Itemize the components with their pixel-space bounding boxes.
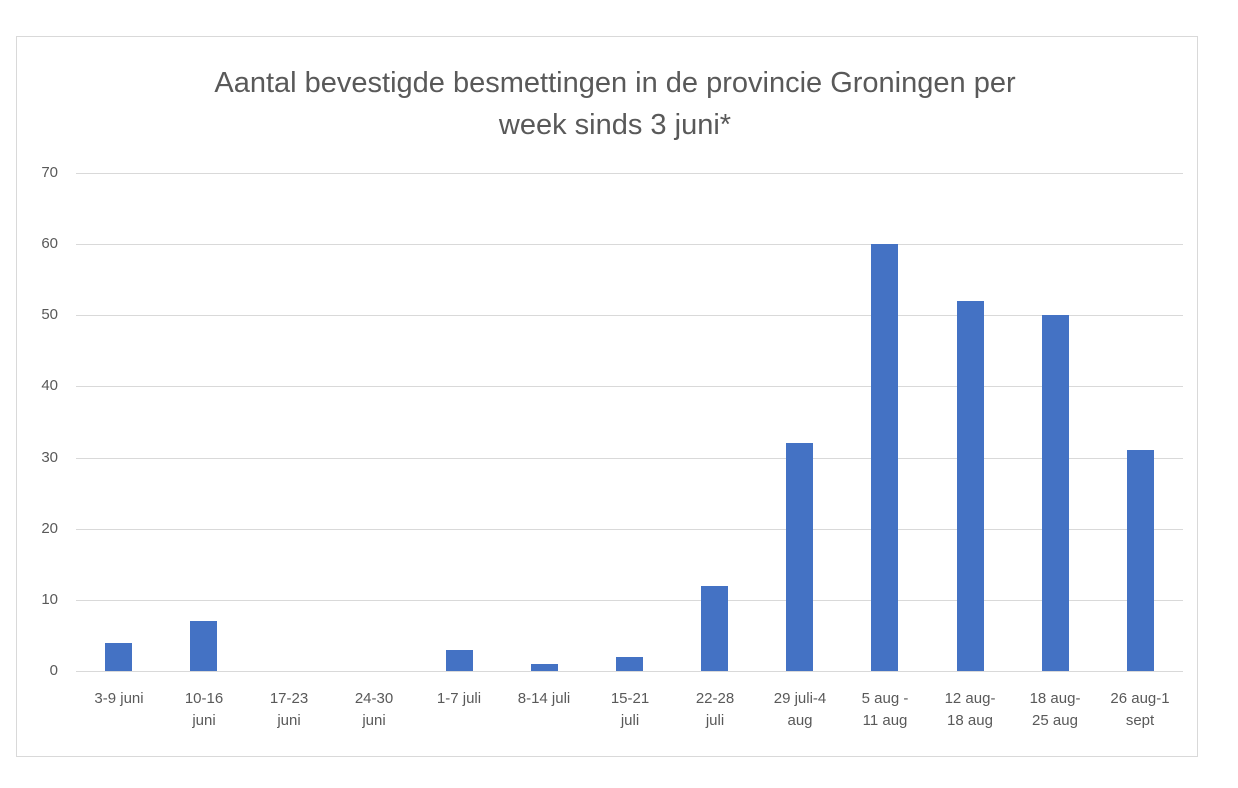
- y-tick-label: 70: [41, 164, 58, 181]
- y-tick-label: 50: [41, 306, 58, 323]
- bar: [1127, 450, 1154, 671]
- bar: [105, 643, 132, 671]
- x-tick-label: 17-23 juni: [269, 690, 309, 729]
- gridline: [76, 458, 1183, 459]
- chart-title-line-1: Aantal bevestigde besmettingen in de pro…: [214, 67, 1016, 99]
- x-tick-label: 12 aug- 18 aug: [944, 690, 996, 729]
- x-tick-label: 1-7 juli: [436, 690, 482, 707]
- gridline: [76, 600, 1183, 601]
- y-tick-label: 30: [41, 449, 58, 466]
- y-tick-label: 20: [41, 520, 58, 537]
- gridline: [76, 386, 1183, 387]
- y-tick-label: 0: [49, 662, 58, 679]
- bar: [1042, 315, 1069, 671]
- bar: [786, 443, 813, 671]
- y-tick-label: 60: [41, 235, 58, 252]
- x-tick-label: 22-28 juli: [695, 690, 735, 729]
- x-tick-label: 8-14 juli: [517, 690, 571, 707]
- gridline: [76, 244, 1183, 245]
- x-tick-label: 5 aug -11 aug: [861, 690, 909, 729]
- x-tick-label: 18 aug- 25 aug: [1029, 690, 1081, 729]
- gridline: [76, 671, 1183, 672]
- gridline: [76, 173, 1183, 174]
- bar: [701, 586, 728, 671]
- y-tick-label: 10: [41, 591, 58, 608]
- x-tick-label: 15-21 juli: [610, 690, 650, 729]
- bar: [616, 657, 643, 671]
- gridline: [76, 529, 1183, 530]
- x-tick-label: 3-9 juni: [94, 690, 144, 707]
- bar: [871, 244, 898, 671]
- y-tick-label: 40: [41, 377, 58, 394]
- x-tick-label: 24-30 juni: [354, 690, 394, 729]
- chart-title: Aantal bevestigde besmettingen in de pro…: [0, 62, 1230, 146]
- bar: [531, 664, 558, 671]
- bar: [957, 301, 984, 671]
- bar: [446, 650, 473, 671]
- x-tick-label: 10-16 juni: [184, 690, 224, 729]
- bar: [190, 621, 217, 671]
- chart-title-line-2: week sinds 3 juni*: [498, 109, 732, 141]
- x-tick-label: 26 aug-1 sept: [1110, 690, 1170, 729]
- x-tick-label: 29 juli-4 aug: [773, 690, 827, 729]
- gridline: [76, 315, 1183, 316]
